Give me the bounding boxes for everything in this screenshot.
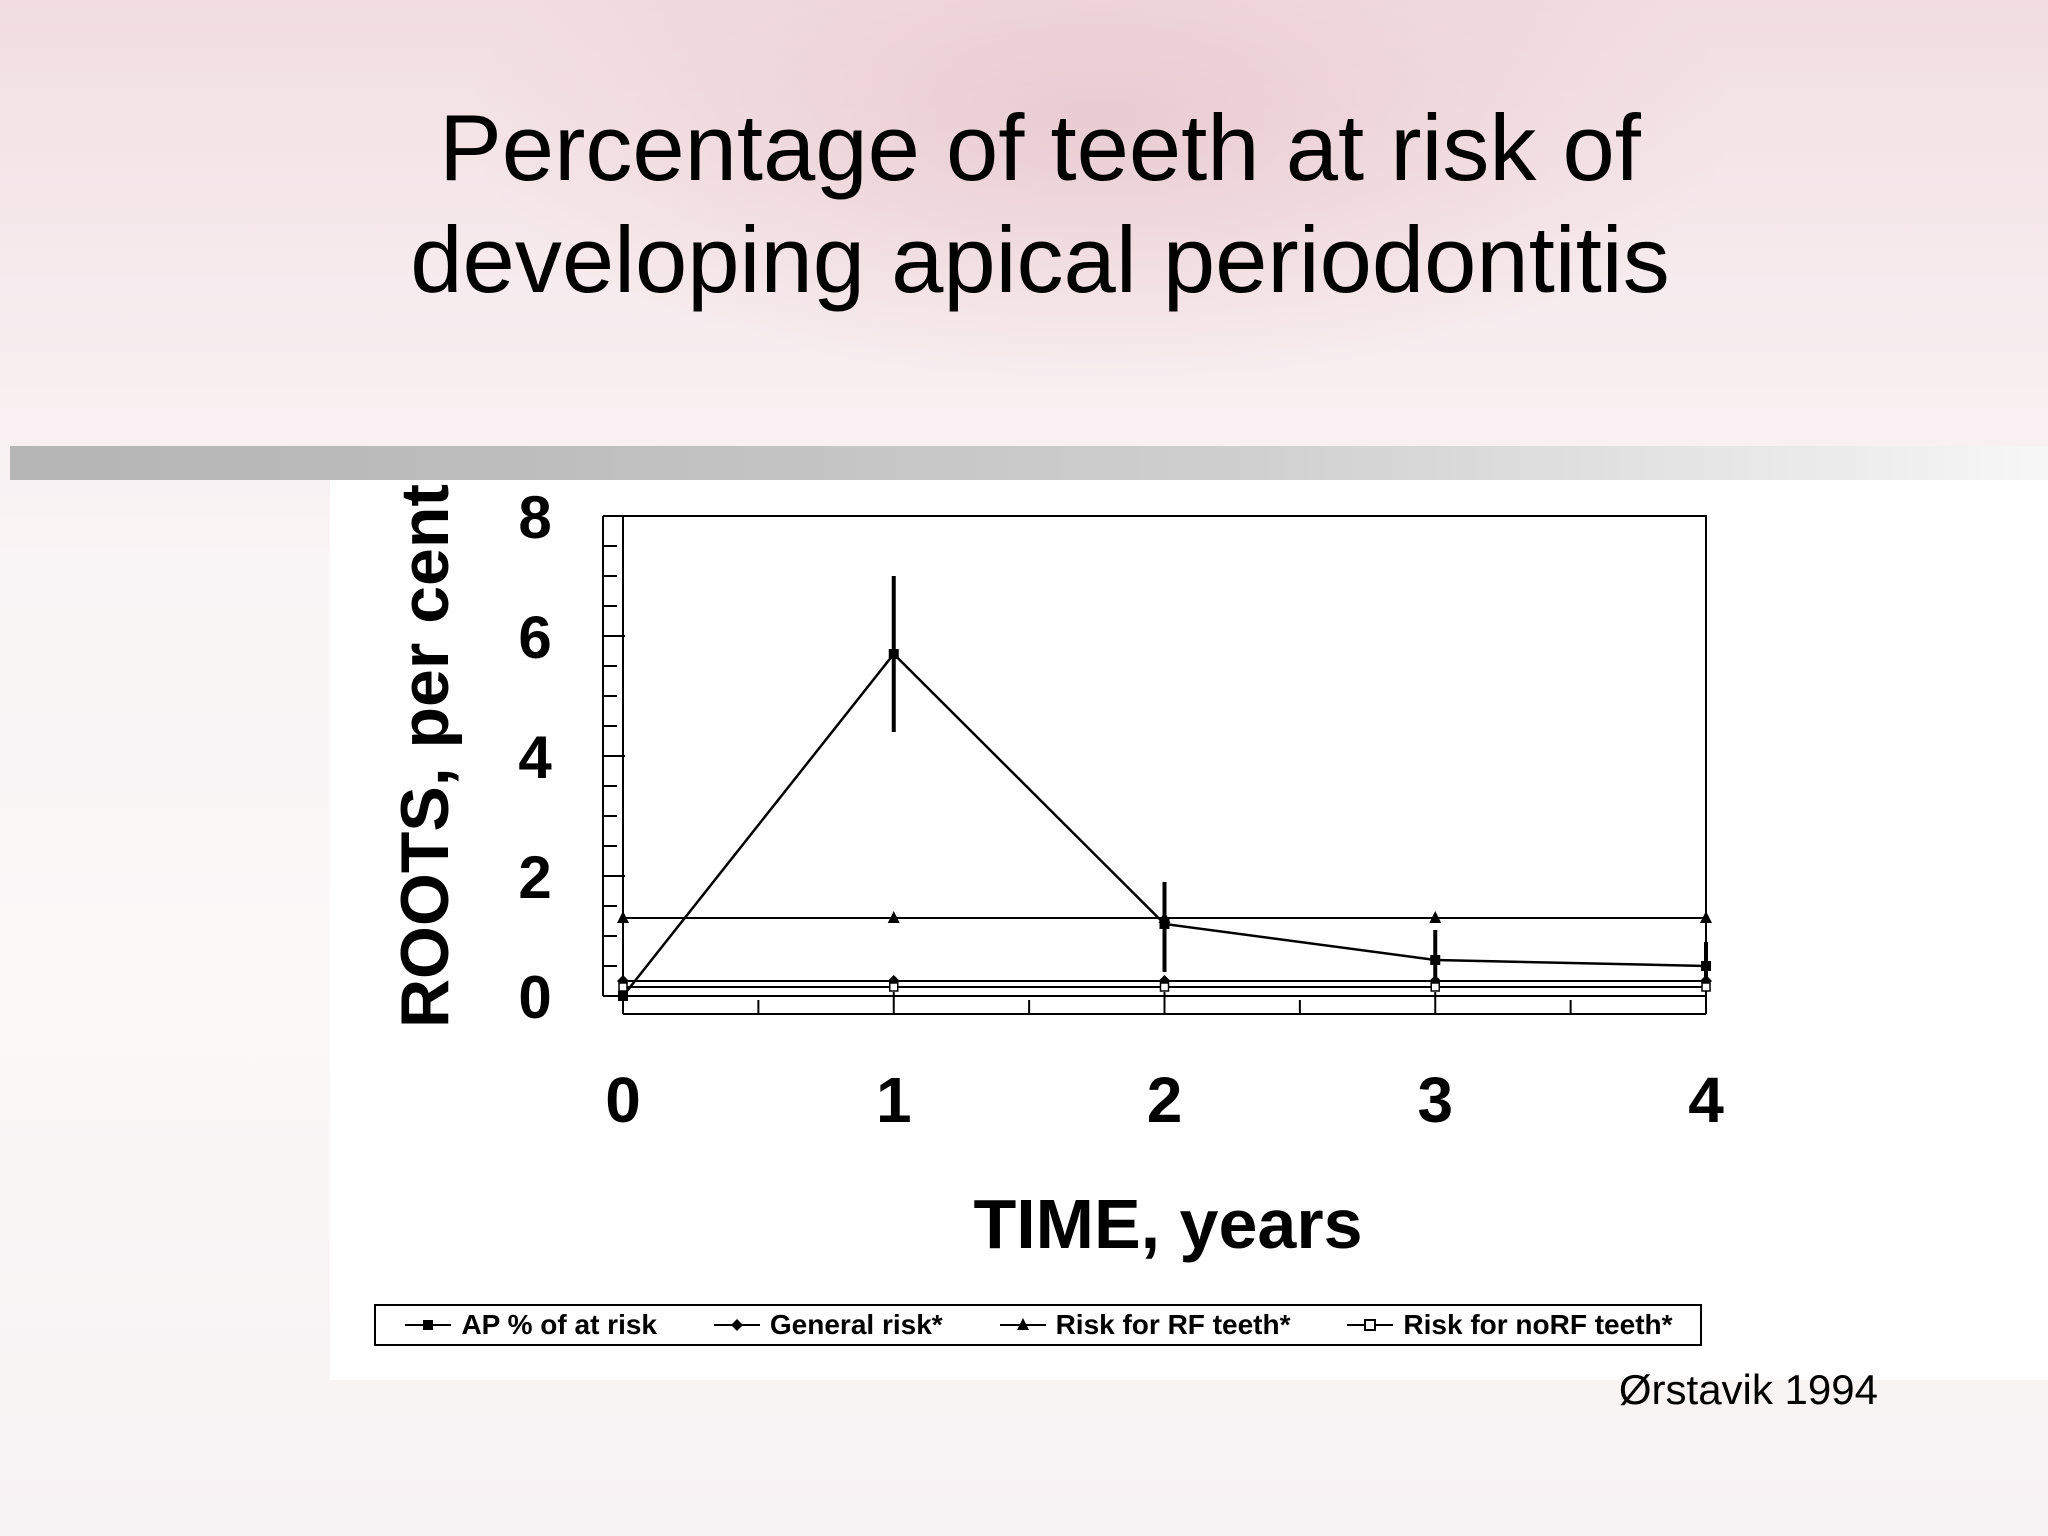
- title-line-2: developing apical periodontitis: [410, 207, 1670, 312]
- data-point: [889, 982, 899, 992]
- data-point: [617, 911, 629, 923]
- x-axis-title: TIME, years: [973, 1185, 1362, 1263]
- source-credit: Ørstavik 1994: [1618, 1366, 1878, 1413]
- data-point: [1429, 911, 1442, 923]
- x-tick-label: 1: [876, 1064, 912, 1136]
- data-point: [1430, 982, 1440, 992]
- legend-label: Risk for RF teeth*: [1055, 1309, 1291, 1340]
- y-axis-title: ROOTS, per cent: [387, 484, 463, 1028]
- y-tick-label: 0: [518, 964, 551, 1031]
- filled-diamond-marker-icon: [713, 1319, 760, 1331]
- slide-title: Percentage of teeth at risk of developin…: [280, 92, 1800, 316]
- data-point: [1701, 982, 1711, 992]
- legend-item-ap: AP % of at risk: [403, 1309, 657, 1341]
- data-point: [618, 982, 628, 992]
- data-point: [1700, 911, 1712, 923]
- y-tick-label: 8: [518, 484, 551, 551]
- line-chart: 0 2 4 6 8 0 1 2 3 4 TIME, years ROOTS, per cent: [387, 484, 1724, 1263]
- legend-label: General risk*: [769, 1309, 943, 1340]
- filled-triangle-marker-icon: [999, 1318, 1046, 1330]
- chart-panel: [330, 480, 2048, 1380]
- title-line-1: Percentage of teeth at risk of: [439, 95, 1641, 200]
- filled-square-marker-icon: [405, 1320, 452, 1330]
- x-tick-label: 0: [605, 1064, 641, 1136]
- x-tick-label: 3: [1417, 1064, 1453, 1136]
- divider-bar: [10, 446, 2048, 480]
- legend-item-general: General risk*: [712, 1309, 943, 1341]
- legend-label: AP % of at risk: [461, 1309, 657, 1340]
- data-point: [618, 991, 628, 1001]
- data-point: [1159, 982, 1170, 992]
- data-point: [887, 911, 900, 923]
- y-tick-label: 6: [518, 604, 551, 671]
- legend-label: Risk for noRF teeth*: [1403, 1309, 1673, 1340]
- open-square-marker-icon: [1347, 1319, 1394, 1331]
- data-point: [1158, 911, 1171, 923]
- chart-legend: AP % of at risk General risk* Risk for R…: [374, 1304, 1702, 1346]
- x-tick-label: 2: [1147, 1064, 1183, 1136]
- y-tick-label: 2: [518, 844, 551, 911]
- x-tick-label: 4: [1688, 1064, 1724, 1136]
- legend-item-norf: Risk for noRF teeth*: [1345, 1309, 1673, 1341]
- legend-item-rf: Risk for RF teeth*: [998, 1309, 1291, 1341]
- y-tick-label: 4: [518, 724, 552, 791]
